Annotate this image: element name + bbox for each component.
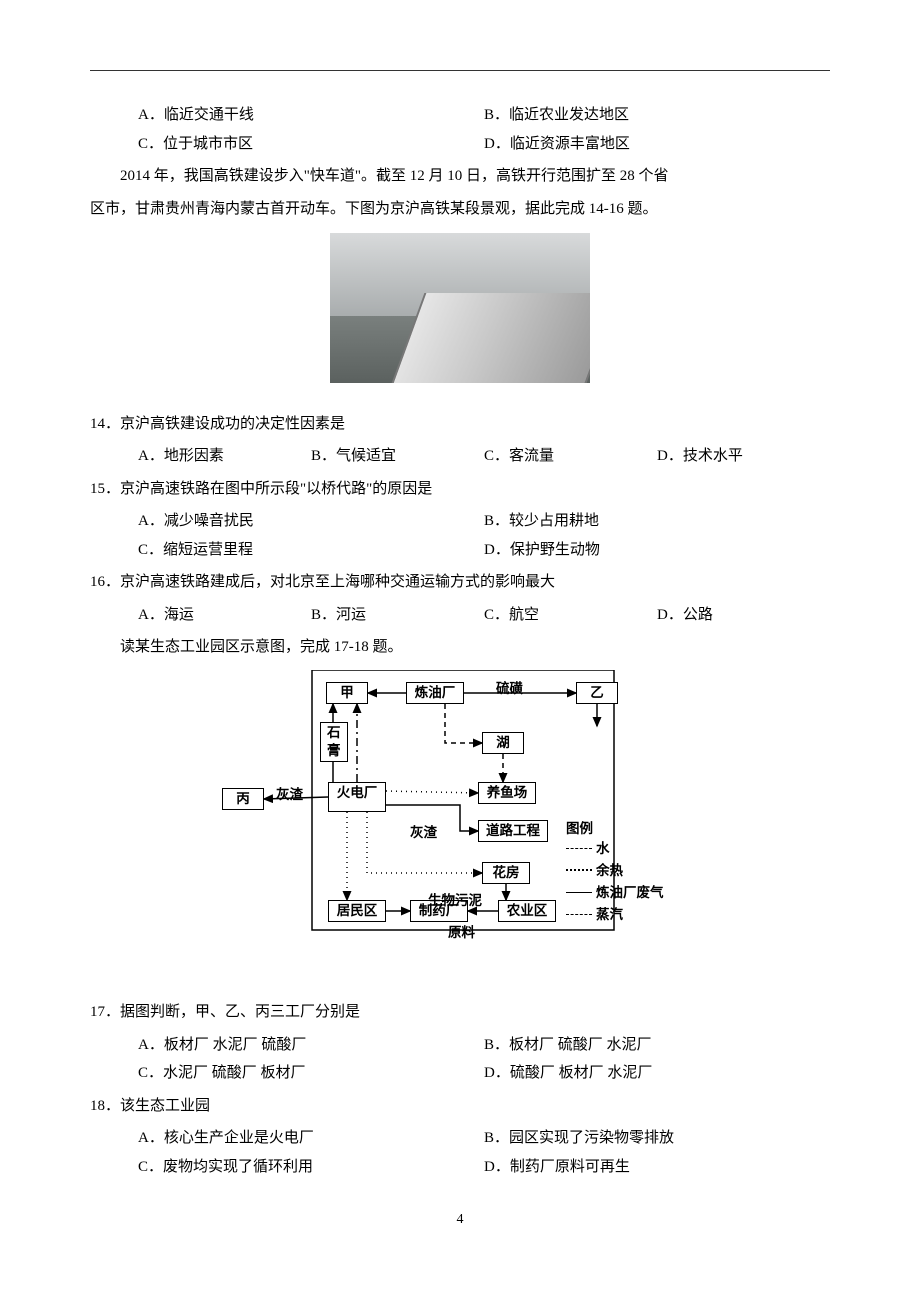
q14-stem: 14．京沪高铁建设成功的决定性因素是 [90,410,830,439]
q16-option-a: A．海运 [138,601,311,630]
node-bing: 丙 [222,788,264,810]
q13-options-row1: A．临近交通干线 B．临近农业发达地区 [90,101,830,130]
q18-option-c: C．废物均实现了循环利用 [138,1153,484,1182]
node-road: 道路工程 [478,820,548,842]
q18-options-row1: A．核心生产企业是火电厂 B．园区实现了污染物零排放 [90,1124,830,1153]
q15-option-d: D．保护野生动物 [484,536,830,565]
eco-diagram-wrap: 甲炼油厂乙石膏湖丙火电厂养鱼场道路工程花房居民区制药厂农业区硫磺灰渣灰渣生物污泥… [90,670,830,981]
edge-label-raw: 原料 [448,920,475,946]
q16-option-b: B．河运 [311,601,484,630]
node-power: 火电厂 [328,782,386,812]
q17-option-a: A．板材厂 水泥厂 硫酸厂 [138,1031,484,1060]
q13-option-c: C．位于城市市区 [138,130,484,159]
q16-option-c: C．航空 [484,601,657,630]
q14-option-c: C．客流量 [484,442,657,471]
node-fish: 养鱼场 [478,782,536,804]
page-number: 4 [90,1207,830,1234]
q18-stem: 18．该生态工业园 [90,1092,830,1121]
q13-option-a: A．临近交通干线 [138,101,484,130]
q14-option-d: D．技术水平 [657,442,830,471]
q15-stem: 15．京沪高速铁路在图中所示段"以桥代路"的原因是 [90,475,830,504]
q16-options: A．海运 B．河运 C．航空 D．公路 [90,601,830,630]
node-flower: 花房 [482,862,530,884]
q18-option-b: B．园区实现了污染物零排放 [484,1124,830,1153]
q13-options-row2: C．位于城市市区 D．临近资源丰富地区 [90,130,830,159]
node-yi: 乙 [576,682,618,704]
node-agri: 农业区 [498,900,556,922]
legend-蒸汽: 蒸汽 [566,902,623,928]
q18-option-a: A．核心生产企业是火电厂 [138,1124,484,1153]
q14-options: A．地形因素 B．气候适宜 C．客流量 D．技术水平 [90,442,830,471]
q18-options-row2: C．废物均实现了循环利用 D．制药厂原料可再生 [90,1153,830,1182]
eco-intro: 读某生态工业园区示意图，完成 17-18 题。 [90,633,830,662]
q17-option-b: B．板材厂 硫酸厂 水泥厂 [484,1031,830,1060]
q14-option-a: A．地形因素 [138,442,311,471]
node-refinery: 炼油厂 [406,682,464,704]
q15-option-c: C．缩短运营里程 [138,536,484,565]
q17-option-c: C．水泥厂 硫酸厂 板材厂 [138,1059,484,1088]
q17-options-row2: C．水泥厂 硫酸厂 板材厂 D．硫酸厂 板材厂 水泥厂 [90,1059,830,1088]
q15-options-row2: C．缩短运营里程 D．保护野生动物 [90,536,830,565]
edge-label-ash1: 灰渣 [276,782,303,808]
edge-label-sulfur: 硫磺 [496,676,523,702]
q15-options-row1: A．减少噪音扰民 B．较少占用耕地 [90,507,830,536]
q15-option-a: A．减少噪音扰民 [138,507,484,536]
eco-diagram: 甲炼油厂乙石膏湖丙火电厂养鱼场道路工程花房居民区制药厂农业区硫磺灰渣灰渣生物污泥… [220,670,700,970]
node-gypsum: 石膏 [320,722,348,762]
q17-options-row1: A．板材厂 水泥厂 硫酸厂 B．板材厂 硫酸厂 水泥厂 [90,1031,830,1060]
edge-label-ash2: 灰渣 [410,820,437,846]
q13-option-d: D．临近资源丰富地区 [484,130,830,159]
node-lake: 湖 [482,732,524,754]
edge-label-bio: 生物污泥 [428,888,482,914]
hsr-intro-line2: 区市，甘肃贵州青海内蒙古首开动车。下图为京沪高铁某段景观，据此完成 14-16 … [90,195,830,224]
q13-option-b: B．临近农业发达地区 [484,101,830,130]
node-resid: 居民区 [328,900,386,922]
q16-stem: 16．京沪高速铁路建成后，对北京至上海哪种交通运输方式的影响最大 [90,568,830,597]
hsr-photo-block [90,233,830,394]
q17-stem: 17．据图判断，甲、乙、丙三工厂分别是 [90,998,830,1027]
q16-option-d: D．公路 [657,601,830,630]
hsr-photo [330,233,590,383]
hsr-intro-line1: 2014 年，我国高铁建设步入"快车道"。截至 12 月 10 日，高铁开行范围… [90,162,830,191]
q14-option-b: B．气候适宜 [311,442,484,471]
q17-option-d: D．硫酸厂 板材厂 水泥厂 [484,1059,830,1088]
node-jia: 甲 [326,682,368,704]
q15-option-b: B．较少占用耕地 [484,507,830,536]
top-rule [90,70,830,71]
q18-option-d: D．制药厂原料可再生 [484,1153,830,1182]
